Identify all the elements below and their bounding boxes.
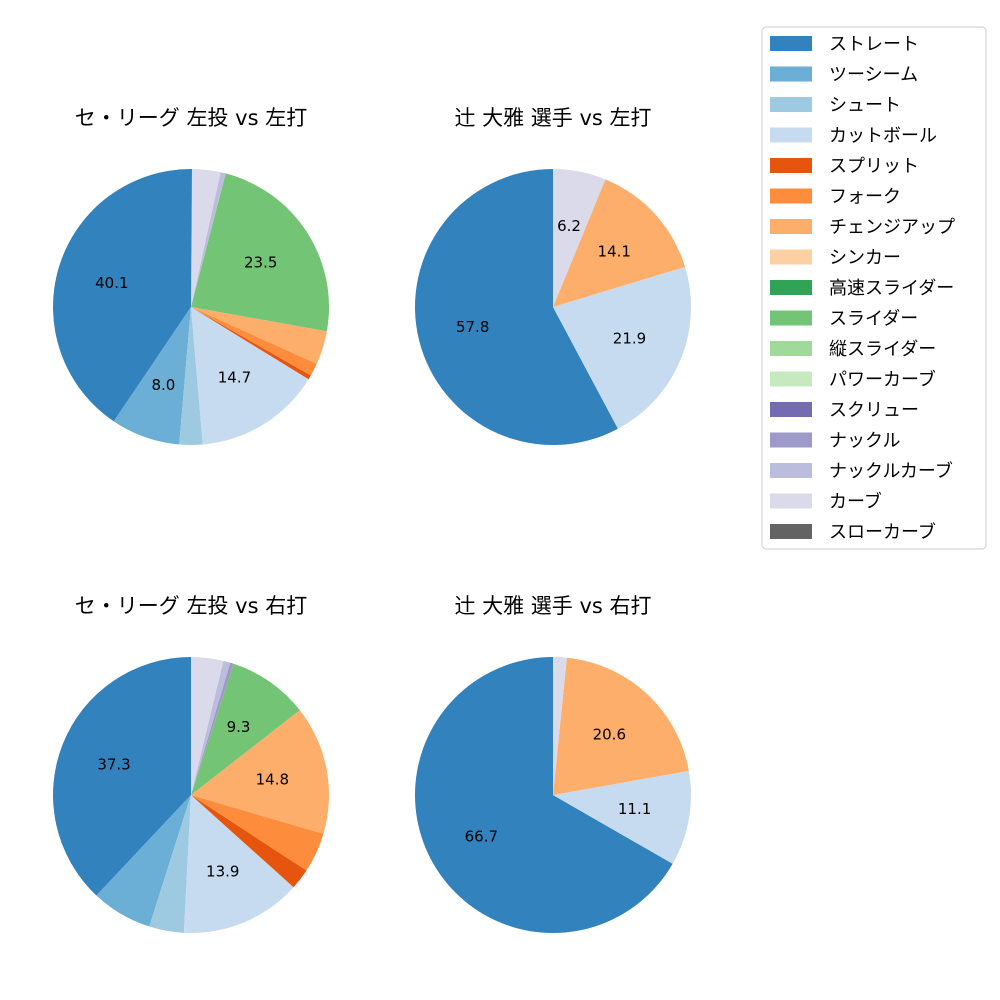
legend-swatch-12 xyxy=(770,371,812,387)
pie-1-slice-label-8: 23.5 xyxy=(244,253,277,271)
legend-swatch-10 xyxy=(770,310,812,326)
pie-1-slice-label-1: 40.1 xyxy=(95,274,128,292)
pie-3-slice-11 xyxy=(191,657,224,795)
pie-2-slice-label-3: 14.1 xyxy=(598,242,631,260)
pie-2-slice-1 xyxy=(415,169,618,445)
pie-4-slice-3 xyxy=(553,657,689,795)
pie-3-slice-5 xyxy=(191,795,307,888)
legend-swatch-6 xyxy=(770,188,812,204)
pie-4: 66.7 11.1 20.6 xyxy=(415,657,691,933)
legend-label-11: 縦スライダー xyxy=(829,339,936,360)
legend-swatch-13 xyxy=(770,402,812,417)
pie-1-slice-8 xyxy=(191,173,329,332)
pie-4-slice-label-2: 11.1 xyxy=(618,800,651,818)
pie-1-slice-10 xyxy=(191,169,221,307)
legend-swatch-17 xyxy=(770,524,812,539)
legend-swatch-7 xyxy=(770,219,812,234)
legend-swatch-2 xyxy=(770,66,812,82)
pie-1-slice-11 xyxy=(191,169,192,307)
panel-3-title: セ・リーグ 左投 vs 右打 xyxy=(75,594,307,618)
pie-2-slice-label-1: 57.8 xyxy=(456,318,489,336)
pie-1: 40.1 8.0 14.7 23.5 xyxy=(52,169,329,446)
legend-label-15: ナックルカーブ xyxy=(829,460,953,482)
pie-3-slice-label-8: 9.3 xyxy=(227,718,251,736)
pie-3: 37.3 13.9 14.8 9.3 xyxy=(52,657,329,933)
panel-2-title: 辻 大雅 選手 vs 左打 xyxy=(454,106,651,130)
legend-swatch-9 xyxy=(770,280,812,295)
legend-label-17: スローカーブ xyxy=(829,521,936,543)
pie-3-slice-4 xyxy=(183,795,294,933)
pie-1-slice-3 xyxy=(179,307,203,446)
pie-3-slice-label-7: 14.8 xyxy=(256,770,289,788)
pie-1-slice-label-4: 14.7 xyxy=(218,368,251,386)
legend-swatch-16 xyxy=(770,493,812,509)
legend-label-8: シンカー xyxy=(829,248,901,269)
legend-label-3: シュート xyxy=(829,95,901,116)
legend-label-10: スライダー xyxy=(829,309,918,330)
pie-1-slice-1 xyxy=(52,169,192,422)
pie-1-slice-6 xyxy=(191,307,317,376)
legend-label-9: 高速スライダー xyxy=(829,278,954,299)
pie-1-slice-2 xyxy=(113,307,191,445)
pie-3-slice-2 xyxy=(96,795,191,927)
legend-label-6: フォーク xyxy=(829,187,901,208)
legend-label-4: カットボール xyxy=(829,126,937,147)
pie-3-slice-9 xyxy=(191,662,234,795)
pie-1-slice-5 xyxy=(191,307,311,380)
legend-label-16: カーブ xyxy=(829,491,882,513)
panel-1-title: セ・リーグ 左投 vs 左打 xyxy=(75,106,307,130)
pie-3-slice-3 xyxy=(149,795,191,933)
legend-swatch-5 xyxy=(770,158,812,173)
pie-2-slice-4 xyxy=(553,169,606,307)
legend-label-7: チェンジアップ xyxy=(829,217,955,238)
pie-4-slice-2 xyxy=(553,770,691,864)
panel-4-title: 辻 大雅 選手 vs 右打 xyxy=(454,594,651,618)
legend-items: ストレートツーシームシュートカットボールスプリットフォークチェンジアップシンカー… xyxy=(770,34,955,543)
pie-3-slice-label-1: 37.3 xyxy=(97,755,130,773)
legend-swatch-11 xyxy=(770,341,812,356)
pie-3-slice-label-4: 13.9 xyxy=(206,862,239,880)
pie-2-slice-label-4: 6.2 xyxy=(557,217,581,235)
legend: ストレートツーシームシュートカットボールスプリットフォークチェンジアップシンカー… xyxy=(761,26,987,550)
pie-3-slice-8 xyxy=(191,663,300,795)
pie-2: 57.8 21.9 14.1 6.2 xyxy=(415,169,691,445)
pie-3-slice-10 xyxy=(191,660,231,795)
pie-2-slice-2 xyxy=(553,266,691,429)
legend-label-14: ナックル xyxy=(829,431,900,452)
legend-swatch-3 xyxy=(770,97,812,112)
legend-label-2: ツーシーム xyxy=(829,65,918,86)
pie-4-slice-label-1: 66.7 xyxy=(465,827,498,845)
pie-2-slice-label-2: 21.9 xyxy=(613,330,646,348)
pie-panels: 40.1 8.0 14.7 23.5 57.8 21.9 14.1 6.2 37.3 13.9 14… xyxy=(52,169,691,933)
legend-swatch-15 xyxy=(770,463,812,478)
legend-label-1: ストレート xyxy=(829,34,919,55)
pie-1-slice-label-2: 8.0 xyxy=(151,376,175,394)
pie-3-slice-6 xyxy=(191,795,324,871)
legend-frame xyxy=(761,26,987,550)
legend-label-5: スプリット xyxy=(829,156,919,177)
legend-swatch-8 xyxy=(770,249,812,265)
pie-4-slice-label-3: 20.6 xyxy=(593,725,626,743)
pie-3-slice-7 xyxy=(191,710,329,834)
legend-swatch-1 xyxy=(770,36,812,51)
pie-2-slice-3 xyxy=(553,179,686,307)
legend-swatch-14 xyxy=(770,432,812,448)
pie-4-slice-4 xyxy=(553,657,567,795)
legend-label-13: スクリュー xyxy=(829,400,919,421)
pie-3-slice-1 xyxy=(52,657,191,896)
pie-1-slice-9 xyxy=(191,172,226,307)
pie-1-slice-7 xyxy=(191,307,327,364)
pie-1-slice-4 xyxy=(191,307,309,445)
pie-4-slice-1 xyxy=(415,657,673,933)
legend-label-12: パワーカーブ xyxy=(829,369,936,391)
legend-swatch-4 xyxy=(770,127,812,143)
